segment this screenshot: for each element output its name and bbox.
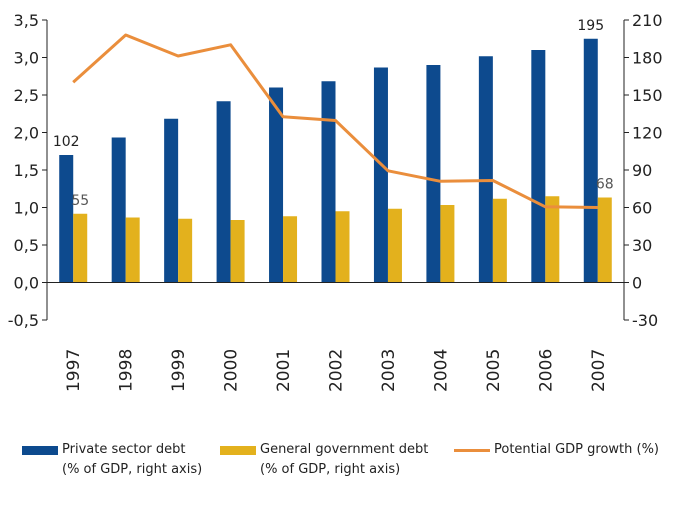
legend-label-private-debt: Private sector debt bbox=[62, 442, 186, 457]
bar-private-debt-1998 bbox=[111, 137, 126, 283]
x-tick-label-2005: 2005 bbox=[484, 349, 504, 392]
legend-label-gdp-growth: Potential GDP growth (%) bbox=[494, 442, 660, 457]
legend-swatch-private-debt bbox=[22, 446, 58, 455]
right-tick-label: 90 bbox=[632, 161, 652, 180]
bar-private-debt-2002 bbox=[321, 81, 336, 283]
right-tick-label: 60 bbox=[632, 199, 652, 218]
left-tick-label: 2,5 bbox=[14, 86, 39, 105]
left-tick-label: 2,0 bbox=[14, 124, 39, 143]
bar-government-debt-1998 bbox=[125, 217, 140, 283]
x-tick-label-1999: 1999 bbox=[169, 349, 189, 392]
bar-government-debt-2006 bbox=[545, 196, 560, 283]
right-tick-label: 180 bbox=[632, 49, 663, 68]
bar-government-debt-2002 bbox=[335, 211, 350, 283]
bar-private-debt-2006 bbox=[531, 50, 546, 283]
data-label: 68 bbox=[596, 177, 614, 193]
left-tick-label: 1,5 bbox=[14, 161, 39, 180]
left-tick-label: -0,5 bbox=[8, 311, 39, 330]
bar-government-debt-2001 bbox=[283, 216, 298, 283]
right-tick-label: 120 bbox=[632, 124, 663, 143]
x-tick-label-2001: 2001 bbox=[274, 349, 294, 392]
data-label: 102 bbox=[53, 134, 80, 150]
x-tick-label-2003: 2003 bbox=[379, 349, 399, 392]
x-tick-label-2002: 2002 bbox=[327, 349, 347, 392]
bar-private-debt-2003 bbox=[373, 67, 388, 283]
bar-private-debt-2005 bbox=[478, 56, 493, 283]
bar-private-debt-1999 bbox=[164, 118, 179, 283]
legend-swatch-government-debt bbox=[220, 446, 256, 455]
legend-swatch-gdp-growth bbox=[454, 449, 490, 452]
legend-label-government-debt: General government debt bbox=[260, 442, 429, 457]
right-tick-label: 0 bbox=[632, 274, 642, 293]
bar-government-debt-1999 bbox=[178, 218, 193, 283]
bar-private-debt-1997 bbox=[59, 155, 74, 283]
x-tick-label-2004: 2004 bbox=[431, 349, 451, 392]
legend-sublabel-private-debt: (% of GDP, right axis) bbox=[62, 462, 203, 477]
right-tick-label: 30 bbox=[632, 236, 652, 255]
bar-private-debt-2001 bbox=[269, 87, 284, 283]
left-tick-label: 3,0 bbox=[14, 49, 39, 68]
x-tick-label-1998: 1998 bbox=[117, 349, 137, 392]
left-tick-label: 3,5 bbox=[14, 11, 39, 30]
legend-sublabel-government-debt: (% of GDP, right axis) bbox=[260, 462, 401, 477]
right-tick-label: 150 bbox=[632, 86, 663, 105]
bar-government-debt-1997 bbox=[73, 213, 88, 283]
x-tick-label-2000: 2000 bbox=[222, 349, 242, 392]
x-tick-label-2007: 2007 bbox=[589, 349, 609, 392]
bar-government-debt-2007 bbox=[597, 197, 612, 283]
left-tick-label: 0,5 bbox=[14, 236, 39, 255]
left-tick-label: 1,0 bbox=[14, 199, 39, 218]
bar-government-debt-2005 bbox=[492, 198, 507, 283]
right-tick-label: -30 bbox=[632, 311, 658, 330]
bar-private-debt-2007 bbox=[583, 38, 598, 283]
bar-private-debt-2000 bbox=[216, 101, 231, 283]
right-tick-label: 210 bbox=[632, 11, 663, 30]
legend: Private sector debt (% of GDP, right axi… bbox=[0, 440, 682, 500]
bar-government-debt-2004 bbox=[440, 205, 455, 283]
bar-government-debt-2003 bbox=[387, 208, 402, 283]
x-tick-label-1997: 1997 bbox=[64, 349, 84, 392]
bar-private-debt-2004 bbox=[426, 65, 441, 283]
bar-government-debt-2000 bbox=[230, 220, 245, 283]
left-tick-label: 0,0 bbox=[14, 274, 39, 293]
data-label: 55 bbox=[71, 193, 89, 209]
combo-chart: -0,5 0,0 0,5 1,0 1,5 2,0 2,5 3,0 3,5 -30 0 30 60 90 12… bbox=[8, 11, 663, 392]
x-tick-label-2006: 2006 bbox=[536, 349, 556, 392]
data-label: 195 bbox=[577, 18, 604, 34]
